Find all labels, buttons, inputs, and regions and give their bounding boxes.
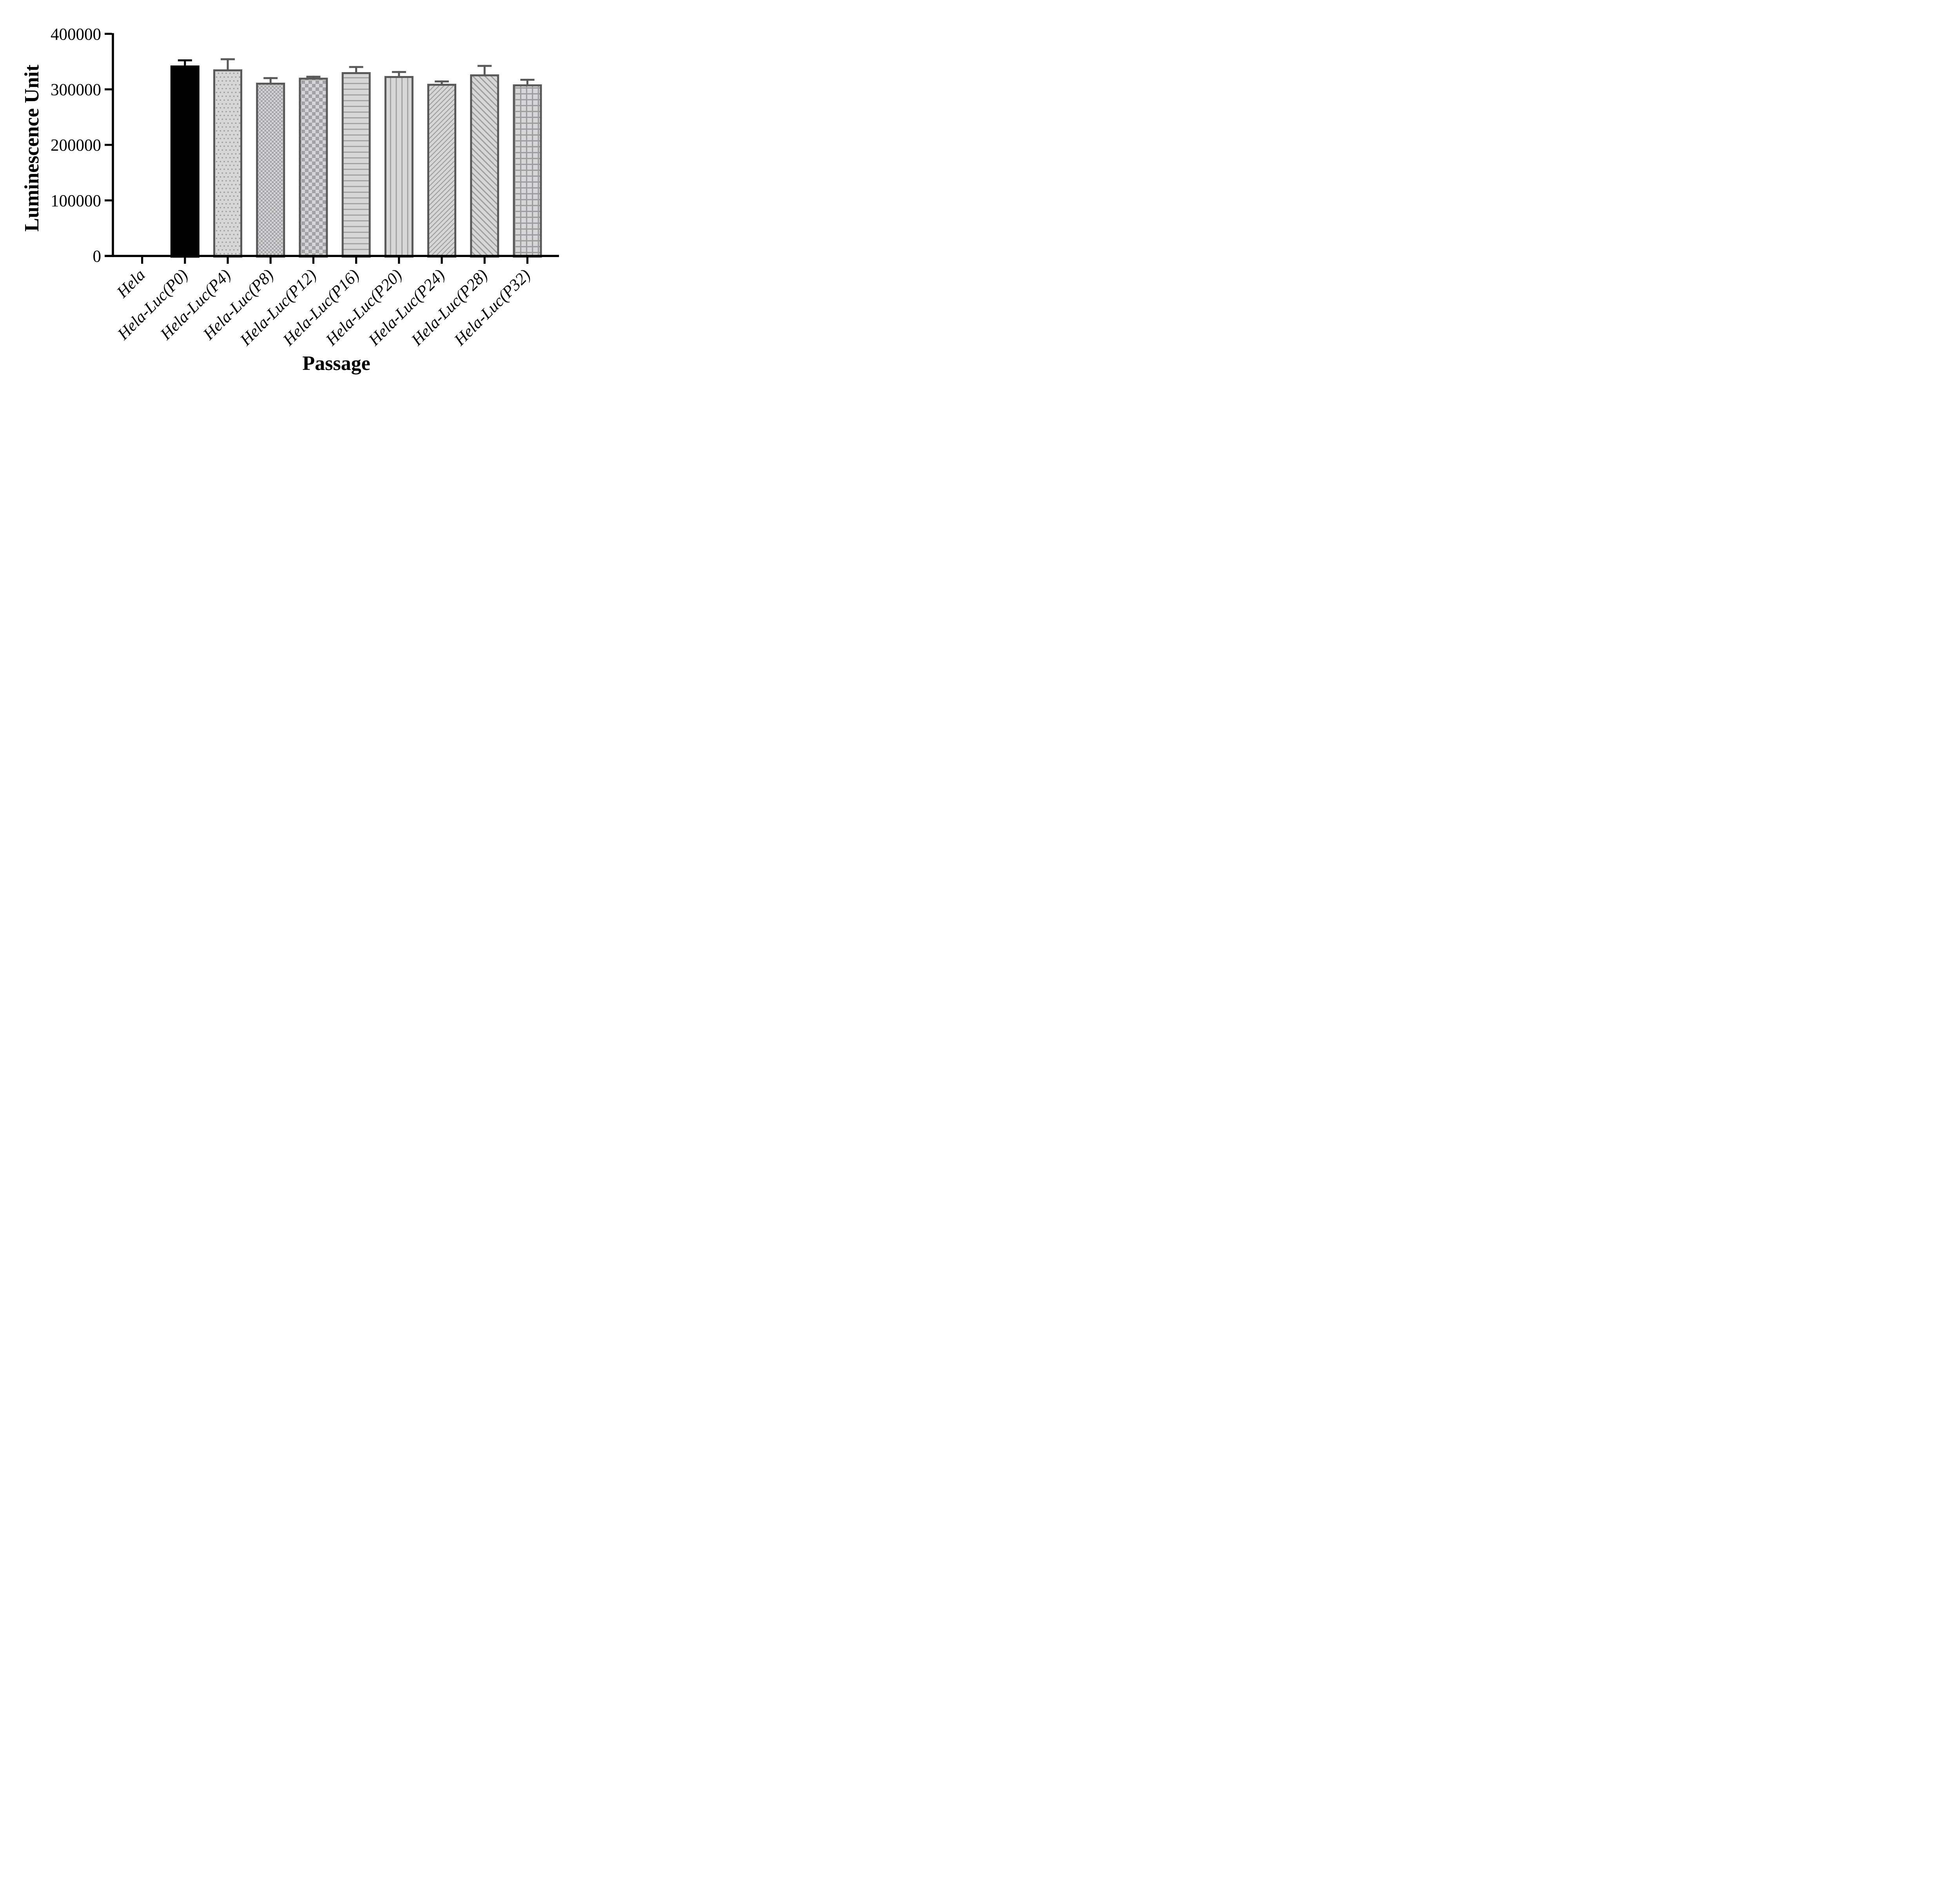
x-category-label: Hela-Luc(P32) [450, 266, 534, 350]
x-category-label: Hela-Luc(P16) [279, 266, 363, 350]
y-tick-label: 200000 [51, 136, 101, 155]
x-tick [141, 257, 143, 264]
bar-chart-figure: 0 100000 200000 300000 400000 Hela Hela-Luc(P0… [16, 6, 577, 384]
x-category-label: Hela [113, 266, 149, 302]
x-category-label: Hela-Luc(P12) [236, 266, 320, 350]
x-category-label: Hela-Luc(P28) [408, 266, 491, 350]
bar-hela-luc-p24- [427, 83, 456, 258]
error-bar-cap [263, 77, 278, 79]
y-tick-label: 0 [93, 247, 102, 266]
error-bar-cap [392, 71, 406, 73]
error-bar-whisker [184, 59, 186, 69]
error-bar-cap [435, 80, 449, 83]
error-bar-cap [178, 59, 192, 62]
y-tick-label: 400000 [51, 25, 101, 44]
error-bar-whisker [483, 65, 486, 78]
error-bar-whisker [441, 80, 443, 87]
x-tick [526, 257, 528, 264]
error-bar-cap [306, 76, 321, 78]
x-tick [355, 257, 358, 264]
bar-hela-luc-p16- [341, 72, 371, 258]
x-tick [483, 257, 486, 264]
x-tick [441, 257, 443, 264]
y-axis-line [112, 33, 114, 257]
bar-hela-luc-p8- [256, 82, 285, 258]
y-tick-label: 100000 [51, 192, 101, 210]
y-tick [105, 199, 112, 201]
x-tick [227, 257, 229, 264]
bar-chart-svg: 0100000200000300000400000HelaHela-Luc(P0… [21, 25, 559, 375]
y-tick [105, 33, 112, 35]
error-bar-whisker [269, 77, 272, 86]
error-bar-cap [520, 79, 535, 81]
error-bar-whisker [526, 79, 528, 88]
error-bar-whisker [398, 71, 400, 79]
x-tick [312, 257, 314, 264]
x-category-label: Hela-Luc(P24) [365, 266, 448, 350]
x-tick [398, 257, 400, 264]
error-bar-cap [221, 58, 235, 60]
bar-hela-luc-p20- [384, 76, 414, 258]
bar-hela-luc-p4- [213, 69, 242, 258]
x-tick [269, 257, 272, 264]
y-tick [105, 144, 112, 146]
bar-hela-luc-p0- [170, 65, 200, 258]
error-bar-whisker [355, 66, 358, 76]
error-bar-whisker [227, 58, 229, 73]
y-axis-title: Luminescence Unit [21, 64, 43, 232]
bar-hela-luc-p28- [470, 74, 499, 258]
plot-area: 0100000200000300000400000HelaHela-Luc(P0… [51, 25, 542, 350]
bar-hela-luc-p32- [513, 84, 542, 258]
x-category-label: Hela-Luc(P20) [322, 266, 406, 350]
x-axis-line [105, 255, 559, 257]
x-tick [184, 257, 186, 264]
y-tick [105, 88, 112, 91]
error-bar-cap [349, 66, 363, 68]
x-axis-title: Passage [302, 352, 370, 375]
y-tick-label: 300000 [51, 81, 101, 99]
error-bar-cap [477, 65, 492, 67]
bar-hela-luc-p12- [299, 78, 328, 258]
